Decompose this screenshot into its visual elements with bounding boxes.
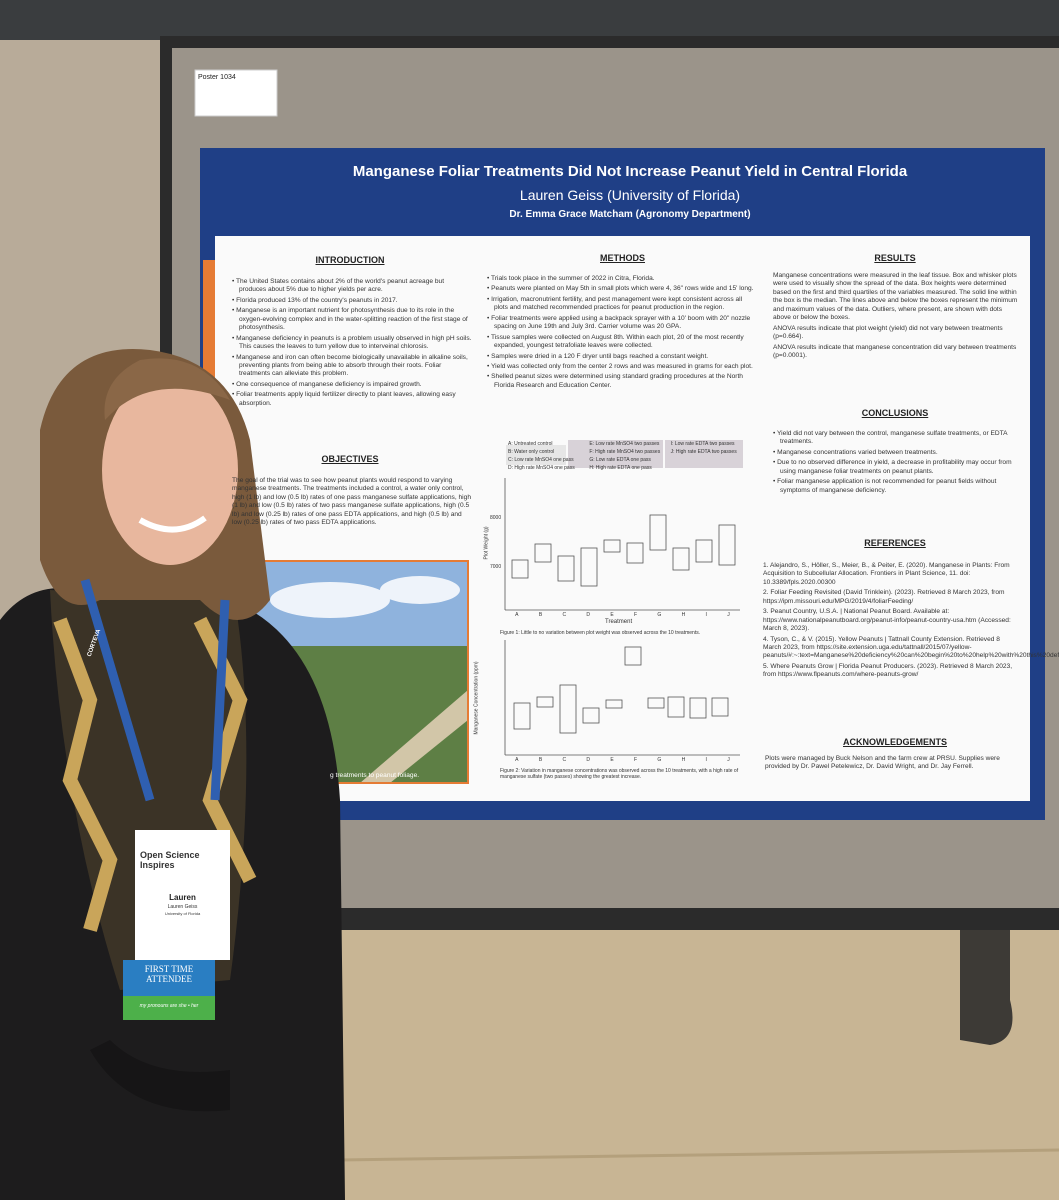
list-item: Shelled peanut sizes were determined usi… xyxy=(487,373,757,390)
list-item: Peanuts were planted on May 5th in small… xyxy=(487,285,757,293)
poster-title: Manganese Foliar Treatments Did Not Incr… xyxy=(352,163,908,180)
y-tick-label: 8000 xyxy=(490,515,502,521)
list-item: E: Low rate MnSO4 two passes xyxy=(589,441,660,447)
y-axis-label: Plot Weight (g) xyxy=(483,526,490,560)
badge-event: Open Science Inspires xyxy=(140,850,200,870)
figure-legend: A: Untreated control B: Water only contro… xyxy=(508,441,748,471)
poster-author: Lauren Geiss (University of Florida) xyxy=(519,187,741,203)
list-item: Manganese is an important nutrient for p… xyxy=(232,307,472,332)
list-item: One consequence of manganese deficiency … xyxy=(232,381,472,389)
paragraphs: Manganese concentrations were measured i… xyxy=(773,272,1021,362)
list-item: Manganese and iron can often become biol… xyxy=(232,354,472,379)
list-item: 2. Foliar Feeding Revisited (David Trink… xyxy=(763,589,1005,605)
acknowledgements-text: Plots were managed by Buck Nelson and th… xyxy=(765,755,1000,771)
objectives-text: The goal of the trial was to see how pea… xyxy=(232,477,471,527)
list-item: H xyxy=(681,612,686,618)
list-item: Foliar treatments apply liquid fertilize… xyxy=(232,391,472,408)
figure-caption: Figure 1: Little to no variation between… xyxy=(500,630,701,636)
section-heading: METHODS xyxy=(600,253,645,263)
list-item: G: Low rate EDTA one pass xyxy=(589,457,651,463)
list-item: G xyxy=(657,757,662,763)
badge-first-name: Lauren xyxy=(169,893,196,902)
figure-caption: Figure 2: Variation in manganese concent… xyxy=(500,768,739,781)
list-item: B: Water only control xyxy=(508,449,555,455)
list-item: F: High rate MnSO4 two passes xyxy=(589,449,661,455)
list-item: H: High rate EDTA one pass xyxy=(589,465,652,471)
section-heading: RESULTS xyxy=(874,253,916,263)
list-item: A xyxy=(515,757,519,763)
list-item: J xyxy=(727,757,730,763)
list-item: F xyxy=(634,612,638,618)
badge-ribbon: FIRST TIME ATTENDEE xyxy=(144,964,194,984)
y-axis-label: Manganese Concentration (ppm) xyxy=(473,661,480,735)
list-item: Samples were dried in a 120 F dryer unti… xyxy=(487,353,757,361)
list-item: D xyxy=(586,757,591,763)
bullet-list: Yield did not vary between the control, … xyxy=(773,430,1018,497)
list-item: D xyxy=(586,612,591,618)
list-item: G xyxy=(657,612,662,618)
list-item: J: High rate EDTA two passes xyxy=(670,449,737,455)
x-tick-labels: A B C D E F G H I J xyxy=(505,612,740,620)
list-item: Trials took place in the summer of 2022 … xyxy=(487,275,757,283)
list-item: Due to no observed difference in yield, … xyxy=(773,459,1018,476)
list-item: Yield was collected only from the center… xyxy=(487,363,757,371)
photo-caption: g treatments to peanut foliage. xyxy=(330,772,420,779)
list-item: Irrigation, macronutrient fertility, and… xyxy=(487,296,757,313)
list-item: H xyxy=(681,757,686,763)
references: 1. Alejandro, S., Höller, S., Meier, B.,… xyxy=(763,562,1059,682)
list-item: D: High rate MnSO4 one pass xyxy=(508,465,575,471)
x-tick-labels: A B C D E F G H I J xyxy=(505,757,740,765)
list-item: F xyxy=(634,757,638,763)
poster-label: Poster 1034 xyxy=(198,74,236,81)
list-item: E xyxy=(610,612,614,618)
list-item: I xyxy=(705,757,707,763)
list-item: Manganese concentrations varied between … xyxy=(773,449,1018,457)
list-item: Tissue samples were collected on August … xyxy=(487,334,757,351)
x-axis-label: Treatment xyxy=(605,619,633,625)
list-item: I: Low rate EDTA two passes xyxy=(670,441,735,447)
list-item: Florida produced 13% of the country's pe… xyxy=(232,297,472,305)
list-item: 3. Peanut Country, U.S.A. | National Pea… xyxy=(763,608,1011,633)
list-item: Manganese concentrations were measured i… xyxy=(773,272,1018,322)
section-heading: CONCLUSIONS xyxy=(861,408,929,418)
poster-advisor: Dr. Emma Grace Matcham (Agronomy Departm… xyxy=(509,209,751,220)
y-tick-label: 7000 xyxy=(490,564,502,570)
bullet-list: Trials took place in the summer of 2022 … xyxy=(487,275,757,392)
list-item: ANOVA results indicate that manganese co… xyxy=(773,343,1017,359)
list-item: A: Untreated control xyxy=(508,441,553,447)
badge-affiliation: University of Florida xyxy=(164,911,201,916)
list-item: 4. Tyson, C., & V. (2015). Yellow Peanut… xyxy=(763,635,1059,660)
list-item: Foliar manganese application is not reco… xyxy=(773,478,1018,495)
list-item: Foliar treatments were applied using a b… xyxy=(487,315,757,332)
badge-pronouns: my pronouns are she • her xyxy=(139,1003,199,1009)
list-item: C xyxy=(562,612,567,618)
section-heading: OBJECTIVES xyxy=(321,454,379,464)
list-item: C xyxy=(562,757,567,763)
list-item: 1. Alejandro, S., Höller, S., Meier, B.,… xyxy=(763,562,1010,586)
list-item: B xyxy=(538,757,543,763)
list-item: 5. Where Peanuts Grow | Florida Peanut P… xyxy=(763,662,1013,679)
list-item: The United States contains about 2% of t… xyxy=(232,278,472,295)
list-item: E xyxy=(610,757,614,763)
list-item: Manganese deficiency in peanuts is a pro… xyxy=(232,335,472,352)
badge-full-name: Lauren Geiss xyxy=(167,904,198,910)
section-heading: INTRODUCTION xyxy=(315,255,385,265)
list-item: Yield did not vary between the control, … xyxy=(773,430,1018,447)
bullet-list: The United States contains about 2% of t… xyxy=(232,278,472,410)
list-item: A xyxy=(515,612,519,618)
list-item: I xyxy=(705,612,707,618)
list-item: B xyxy=(538,612,543,618)
list-item: J xyxy=(727,612,730,618)
section-heading: ACKNOWLEDGEMENTS xyxy=(843,737,947,747)
list-item: C: Low rate MnSO4 one pass xyxy=(508,457,574,463)
list-item: ANOVA results indicate that plot weight … xyxy=(773,324,1003,341)
section-heading: REFERENCES xyxy=(864,538,926,548)
